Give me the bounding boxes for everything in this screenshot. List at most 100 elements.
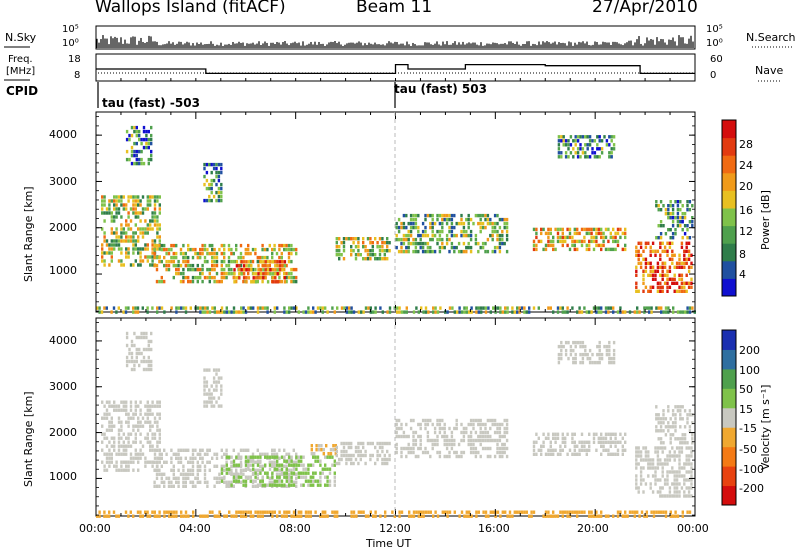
range-gate-cell	[448, 225, 451, 230]
range-gate-cell	[608, 360, 611, 365]
range-gate-cell	[668, 269, 672, 273]
range-gate-cell	[419, 426, 422, 431]
range-gate-cell	[242, 260, 246, 264]
range-gate-cell	[498, 426, 502, 431]
range-gate-cell	[129, 235, 133, 239]
range-gate-cell	[187, 243, 190, 248]
range-gate-cell	[261, 279, 264, 284]
range-gate-cell	[134, 452, 137, 456]
range-gate-cell	[506, 310, 509, 314]
range-gate-cell	[175, 310, 178, 314]
range-gate-cell	[683, 425, 687, 429]
range-gate-cell	[659, 285, 662, 289]
range-gate-cell	[402, 241, 406, 246]
range-gate-cell	[315, 444, 318, 448]
range-gate-cell	[462, 438, 466, 443]
range-gate-cell	[366, 441, 370, 446]
range-gate-cell	[259, 459, 262, 463]
range-gate-cell	[450, 446, 454, 451]
range-gate-cell	[212, 166, 216, 171]
range-gate-cell	[688, 510, 692, 514]
range-gate-cell	[386, 257, 389, 261]
range-gate-cell	[113, 231, 116, 235]
range-gate-cell	[215, 456, 219, 460]
colorbar-swatch	[722, 225, 736, 244]
range-gate-cell	[208, 162, 211, 167]
range-gate-cell	[137, 456, 140, 460]
range-gate-cell	[678, 277, 681, 281]
range-gate-cell	[220, 464, 223, 468]
range-gate-cell	[120, 424, 123, 428]
range-gate-cell	[602, 440, 605, 444]
range-gate-cell	[156, 424, 159, 428]
range-gate-cell	[431, 249, 434, 254]
range-gate-cell	[581, 340, 585, 345]
range-gate-cell	[491, 221, 494, 226]
range-gate-cell	[666, 462, 669, 466]
range-gate-cell	[115, 227, 118, 231]
range-gate-cell	[537, 448, 540, 452]
range-gate-cell	[559, 448, 562, 452]
range-gate-cell	[640, 510, 644, 514]
range-gate-cell	[564, 348, 568, 353]
range-gate-cell	[220, 476, 223, 480]
range-gate-cell	[691, 437, 694, 441]
range-gate-cell	[156, 231, 159, 235]
range-gate-cell	[172, 464, 175, 468]
range-gate-cell	[661, 273, 664, 277]
range-gate-cell	[295, 467, 298, 471]
range-gate-cell	[110, 420, 113, 424]
range-gate-cell	[568, 235, 572, 240]
range-gate-cell	[657, 236, 660, 240]
range-gate-cell	[608, 135, 611, 139]
range-gate-cell	[573, 227, 576, 232]
range-gate-cell	[608, 340, 611, 345]
range-gate-cell	[232, 484, 235, 488]
range-gate-cell	[681, 204, 684, 208]
range-gate-cell	[220, 259, 223, 264]
range-gate-cell	[496, 438, 499, 443]
range-gate-cell	[678, 462, 681, 466]
range-gate-cell	[436, 310, 440, 314]
range-gate-cell	[206, 275, 209, 280]
range-gate-cell	[580, 310, 584, 314]
range-gate-cell	[235, 310, 238, 314]
range-gate-cell	[465, 510, 468, 514]
range-gate-cell	[450, 442, 454, 447]
range-gate-cell	[680, 241, 684, 245]
range-gate-cell	[407, 450, 410, 455]
range-gate-cell	[479, 426, 482, 431]
range-gate-cell	[493, 245, 497, 250]
range-gate-cell	[457, 249, 461, 254]
range-gate-cell	[124, 510, 128, 514]
range-gate-cell	[690, 482, 693, 486]
range-gate-cell	[141, 227, 145, 231]
range-gate-cell	[215, 174, 218, 179]
range-gate-cell	[666, 277, 669, 281]
range-gate-cell	[559, 239, 562, 244]
range-gate-cell	[676, 200, 680, 204]
range-gate-cell	[201, 267, 204, 272]
range-gate-cell	[600, 440, 603, 444]
range-gate-cell	[445, 217, 449, 222]
range-gate-cell	[259, 268, 263, 272]
range-gate-cell	[588, 444, 591, 448]
range-gate-cell	[324, 467, 327, 471]
range-gate-cell	[319, 475, 322, 479]
range-gate-cell	[686, 421, 689, 425]
range-gate-cell	[656, 261, 660, 265]
range-gate-cell	[201, 251, 204, 256]
range-gate-cell	[441, 229, 444, 234]
range-gate-cell	[414, 454, 418, 459]
range-gate-cell	[213, 306, 216, 310]
range-gate-cell	[101, 243, 104, 247]
range-gate-cell	[179, 271, 183, 276]
range-gate-cell	[664, 425, 668, 429]
range-gate-cell	[261, 243, 264, 248]
range-gate-cell	[443, 454, 446, 459]
range-gate-cell	[444, 310, 447, 314]
range-gate-cell	[324, 510, 327, 514]
nsky-tick-low: 10⁰	[62, 38, 79, 49]
range-gate-cell	[381, 245, 384, 249]
range-gate-cell	[238, 264, 241, 268]
